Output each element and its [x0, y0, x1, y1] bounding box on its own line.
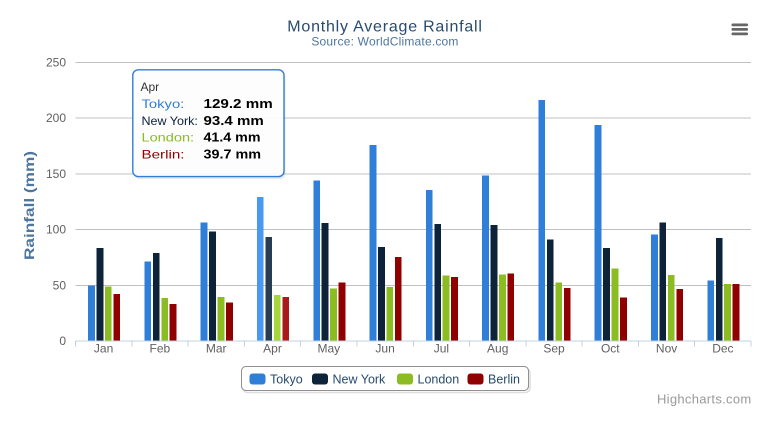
svg-text:Feb: Feb — [150, 342, 171, 356]
svg-text:Jan: Jan — [94, 342, 113, 356]
svg-text:100: 100 — [46, 223, 66, 237]
svg-text:May: May — [317, 342, 340, 356]
svg-text:0: 0 — [59, 334, 66, 348]
svg-text:Aug: Aug — [487, 342, 508, 356]
svg-text:Apr: Apr — [263, 342, 282, 356]
svg-text:39.7 mm: 39.7 mm — [204, 146, 262, 161]
svg-text:Source: WorldClimate.com: Source: WorldClimate.com — [311, 35, 458, 49]
svg-text:50: 50 — [53, 278, 67, 292]
svg-text:Highcharts.com: Highcharts.com — [657, 391, 752, 406]
svg-text:Oct: Oct — [601, 342, 620, 356]
svg-text:Tokyo: Tokyo — [270, 373, 303, 387]
svg-text:Tokyo:: Tokyo: — [142, 97, 185, 111]
svg-text:New York: New York — [333, 373, 387, 387]
svg-text:Mar: Mar — [206, 342, 227, 356]
svg-text:New York:: New York: — [142, 114, 198, 128]
svg-text:Nov: Nov — [656, 342, 677, 356]
svg-text:Rainfall (mm): Rainfall (mm) — [21, 151, 37, 260]
svg-text:Jun: Jun — [375, 342, 394, 356]
svg-text:Apr: Apr — [141, 80, 160, 94]
svg-text:250: 250 — [46, 56, 66, 70]
svg-text:200: 200 — [46, 111, 66, 125]
svg-text:Sep: Sep — [543, 342, 565, 356]
svg-text:London: London — [418, 373, 460, 387]
svg-text:129.2 mm: 129.2 mm — [204, 96, 273, 111]
svg-text:Berlin:: Berlin: — [142, 147, 185, 161]
svg-text:93.4 mm: 93.4 mm — [204, 113, 264, 128]
svg-text:150: 150 — [46, 167, 66, 181]
svg-text:Berlin: Berlin — [488, 373, 520, 387]
svg-text:41.4 mm: 41.4 mm — [204, 130, 261, 145]
svg-text:London:: London: — [142, 131, 195, 145]
svg-text:Jul: Jul — [434, 342, 449, 356]
svg-text:Dec: Dec — [712, 342, 733, 356]
svg-text:Monthly Average Rainfall: Monthly Average Rainfall — [287, 19, 482, 36]
